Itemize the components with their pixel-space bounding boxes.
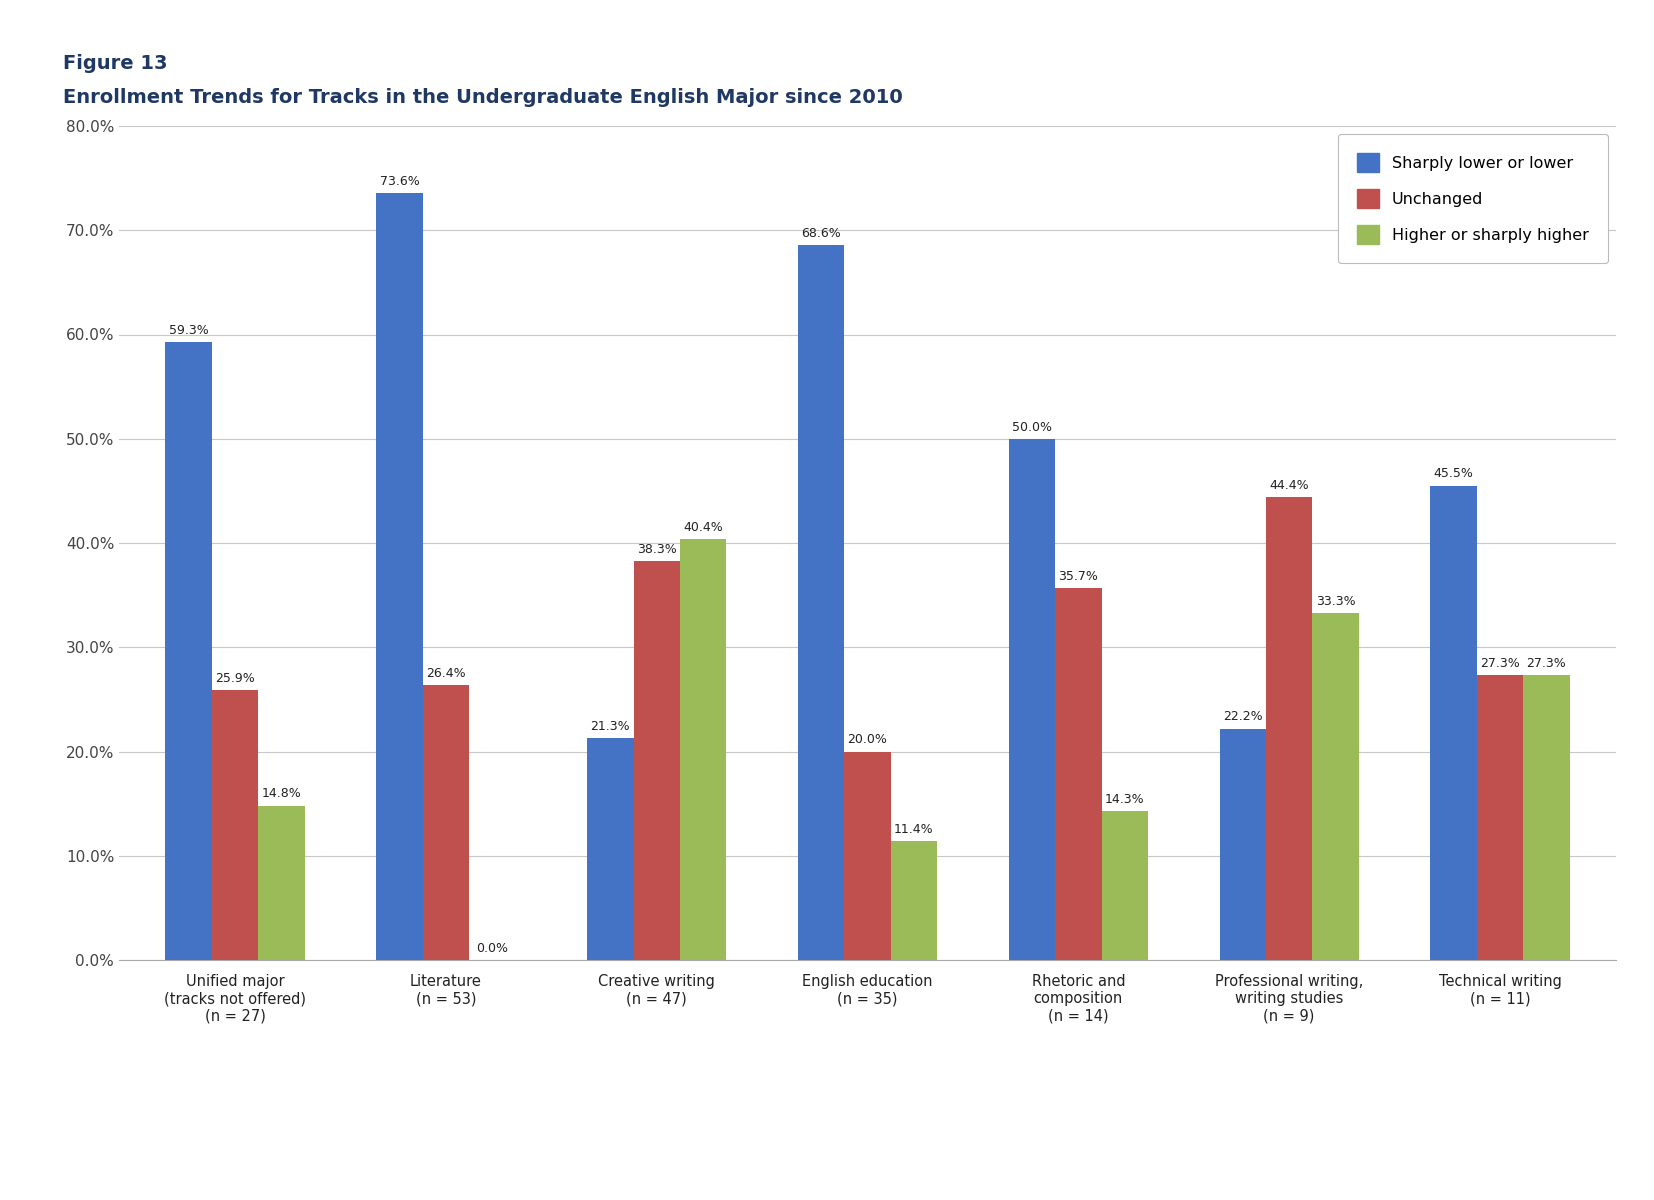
Bar bbox=[680, 539, 726, 960]
Bar bbox=[587, 738, 633, 960]
Text: 59.3%: 59.3% bbox=[169, 324, 208, 336]
Text: 22.2%: 22.2% bbox=[1222, 710, 1262, 724]
Text: 45.5%: 45.5% bbox=[1434, 468, 1474, 480]
Bar bbox=[1055, 588, 1102, 960]
Bar bbox=[797, 245, 844, 960]
Text: 73.6%: 73.6% bbox=[380, 174, 420, 187]
Bar bbox=[1102, 811, 1148, 960]
Text: 68.6%: 68.6% bbox=[801, 227, 840, 240]
Text: 14.3%: 14.3% bbox=[1105, 793, 1145, 805]
Bar bbox=[258, 805, 304, 960]
Bar bbox=[1219, 728, 1265, 960]
Bar bbox=[1431, 486, 1477, 960]
Bar bbox=[1523, 676, 1570, 960]
Text: 20.0%: 20.0% bbox=[847, 733, 888, 746]
Text: 50.0%: 50.0% bbox=[1012, 420, 1052, 433]
Text: 21.3%: 21.3% bbox=[590, 720, 630, 733]
Bar bbox=[1312, 613, 1358, 960]
Bar bbox=[892, 841, 938, 960]
Bar bbox=[1009, 439, 1055, 960]
Text: 27.3%: 27.3% bbox=[1480, 658, 1520, 670]
Text: 33.3%: 33.3% bbox=[1315, 595, 1355, 607]
Bar bbox=[1265, 497, 1312, 960]
Text: 0.0%: 0.0% bbox=[476, 942, 508, 955]
Text: 38.3%: 38.3% bbox=[637, 542, 676, 556]
Bar bbox=[165, 342, 212, 960]
Text: 35.7%: 35.7% bbox=[1059, 570, 1098, 583]
Bar bbox=[633, 560, 680, 960]
Text: 25.9%: 25.9% bbox=[215, 672, 255, 685]
Text: 26.4%: 26.4% bbox=[427, 666, 466, 679]
Text: 44.4%: 44.4% bbox=[1269, 479, 1308, 492]
Bar bbox=[844, 751, 892, 960]
Bar bbox=[1477, 676, 1523, 960]
Text: Figure 13: Figure 13 bbox=[63, 54, 167, 73]
Bar bbox=[377, 193, 423, 960]
Bar bbox=[423, 685, 470, 960]
Text: 11.4%: 11.4% bbox=[895, 823, 935, 836]
Text: 14.8%: 14.8% bbox=[261, 787, 301, 800]
Text: 40.4%: 40.4% bbox=[683, 521, 723, 534]
Bar bbox=[212, 690, 258, 960]
Text: Enrollment Trends for Tracks in the Undergraduate English Major since 2010: Enrollment Trends for Tracks in the Unde… bbox=[63, 88, 903, 107]
Text: 27.3%: 27.3% bbox=[1527, 658, 1566, 670]
Legend: Sharply lower or lower, Unchanged, Higher or sharply higher: Sharply lower or lower, Unchanged, Highe… bbox=[1338, 134, 1608, 263]
